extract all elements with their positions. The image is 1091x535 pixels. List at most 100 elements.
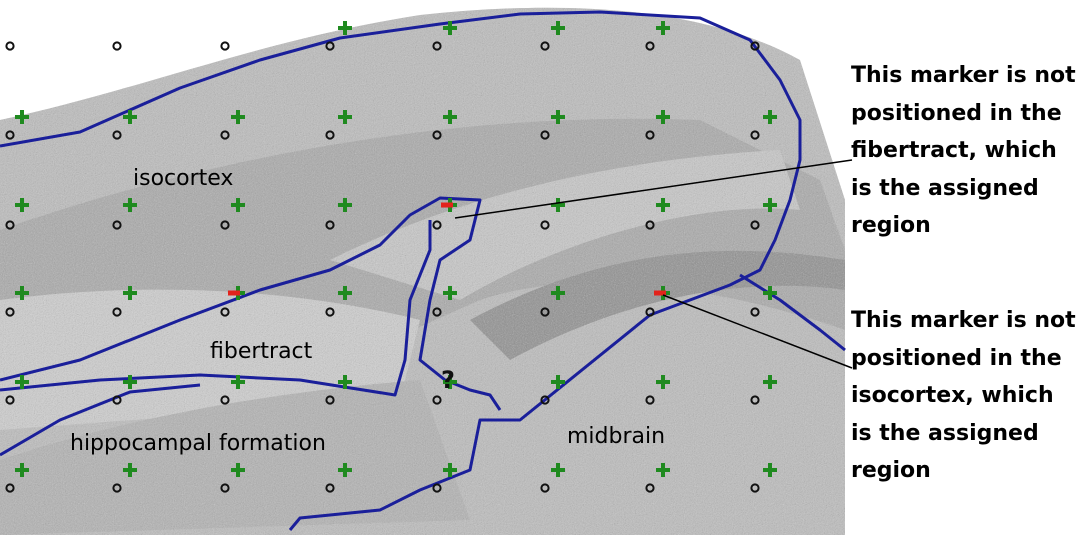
- circle-marker: [325, 307, 335, 317]
- circle-marker: [540, 130, 550, 140]
- circle-marker: [220, 41, 230, 51]
- plus-marker: [763, 375, 777, 389]
- plus-marker: [15, 198, 29, 212]
- circle-marker: [5, 395, 15, 405]
- plus-marker: [763, 463, 777, 477]
- unknown-mark: ?: [441, 366, 455, 394]
- circle-marker: [432, 307, 442, 317]
- circle-marker: [540, 307, 550, 317]
- circle-marker: [5, 130, 15, 140]
- annotation-line: region: [851, 458, 931, 483]
- circle-marker: [325, 483, 335, 493]
- circle-marker: [645, 220, 655, 230]
- circle-marker: [112, 41, 122, 51]
- plus-marker: [551, 375, 565, 389]
- isocortex-boundary: [0, 10, 802, 531]
- circle-marker: [750, 483, 760, 493]
- fibertract-boundary: [0, 220, 432, 397]
- circle-marker: [220, 307, 230, 317]
- plus-marker: [551, 21, 565, 35]
- circle-marker: [325, 220, 335, 230]
- circle-marker: [112, 395, 122, 405]
- circle-marker: [5, 41, 15, 51]
- plus-marker: [15, 463, 29, 477]
- annotation-line: is the assigned: [851, 420, 1039, 446]
- plus-marker: [763, 110, 777, 124]
- region-label-midbrain: midbrain: [567, 424, 665, 449]
- hippocampal-boundary: [0, 383, 201, 457]
- plus-marker: [15, 110, 29, 124]
- midbrain-boundary: [739, 273, 846, 352]
- plus-marker: [231, 375, 245, 389]
- plus-marker: [656, 198, 670, 212]
- plus-marker: [231, 198, 245, 212]
- plus-marker: [123, 463, 137, 477]
- plus-marker: [338, 198, 352, 212]
- circle-marker: [325, 395, 335, 405]
- plus-marker: [123, 375, 137, 389]
- annotation-line: positioned in the: [851, 100, 1062, 126]
- annotation-line: positioned in the: [851, 345, 1062, 371]
- circle-marker: [5, 220, 15, 230]
- plus-marker: [656, 21, 670, 35]
- circle-marker: [112, 307, 122, 317]
- circle-marker: [220, 395, 230, 405]
- circle-marker: [432, 130, 442, 140]
- region-label-isocortex: isocortex: [133, 166, 233, 191]
- plus-marker: [15, 286, 29, 300]
- marker-grid: [5, 21, 777, 493]
- plus-marker: [656, 375, 670, 389]
- circle-marker: [432, 483, 442, 493]
- annotation-line: This marker is not: [851, 308, 1076, 333]
- region-label-hippocampal-formation: hippocampal formation: [70, 431, 326, 456]
- annotation-fibertract: This marker is not positioned in the fib…: [851, 57, 1091, 245]
- plus-marker: [338, 21, 352, 35]
- plus-marker: [123, 110, 137, 124]
- circle-marker: [750, 395, 760, 405]
- annotation-line: isocortex, which: [851, 383, 1054, 408]
- circle-marker: [112, 220, 122, 230]
- circle-marker: [432, 220, 442, 230]
- circle-marker: [645, 41, 655, 51]
- plus-marker: [338, 463, 352, 477]
- minus-marker: [228, 290, 240, 296]
- plus-marker: [551, 110, 565, 124]
- circle-marker: [220, 483, 230, 493]
- minus-marker: [654, 290, 666, 296]
- circle-marker: [540, 395, 550, 405]
- circle-marker: [750, 307, 760, 317]
- callout-line-isocortex: [662, 294, 853, 369]
- annotation-isocortex: This marker is not positioned in the iso…: [851, 302, 1091, 490]
- circle-marker: [645, 130, 655, 140]
- circle-marker: [112, 130, 122, 140]
- plus-marker: [123, 198, 137, 212]
- circle-marker: [645, 483, 655, 493]
- plus-marker: [443, 110, 457, 124]
- circle-marker: [645, 395, 655, 405]
- circle-marker: [220, 220, 230, 230]
- circle-marker: [432, 395, 442, 405]
- plus-marker: [15, 375, 29, 389]
- circle-marker: [750, 220, 760, 230]
- callout-line-fibertract: [454, 159, 853, 219]
- circle-marker: [5, 307, 15, 317]
- plus-marker: [656, 110, 670, 124]
- circle-marker: [220, 130, 230, 140]
- annotation-line: fibertract, which: [851, 138, 1057, 163]
- annotation-line: is the assigned: [851, 175, 1039, 201]
- circle-marker: [325, 130, 335, 140]
- circle-marker: [5, 483, 15, 493]
- plus-marker: [443, 286, 457, 300]
- plus-marker: [123, 286, 137, 300]
- plus-marker: [656, 463, 670, 477]
- plus-marker: [551, 198, 565, 212]
- plus-marker: [338, 110, 352, 124]
- plus-marker: [231, 463, 245, 477]
- plus-marker: [338, 286, 352, 300]
- plus-marker: [443, 375, 457, 389]
- circle-marker: [325, 41, 335, 51]
- region-label-fibertract: fibertract: [210, 339, 313, 364]
- plus-marker: [763, 198, 777, 212]
